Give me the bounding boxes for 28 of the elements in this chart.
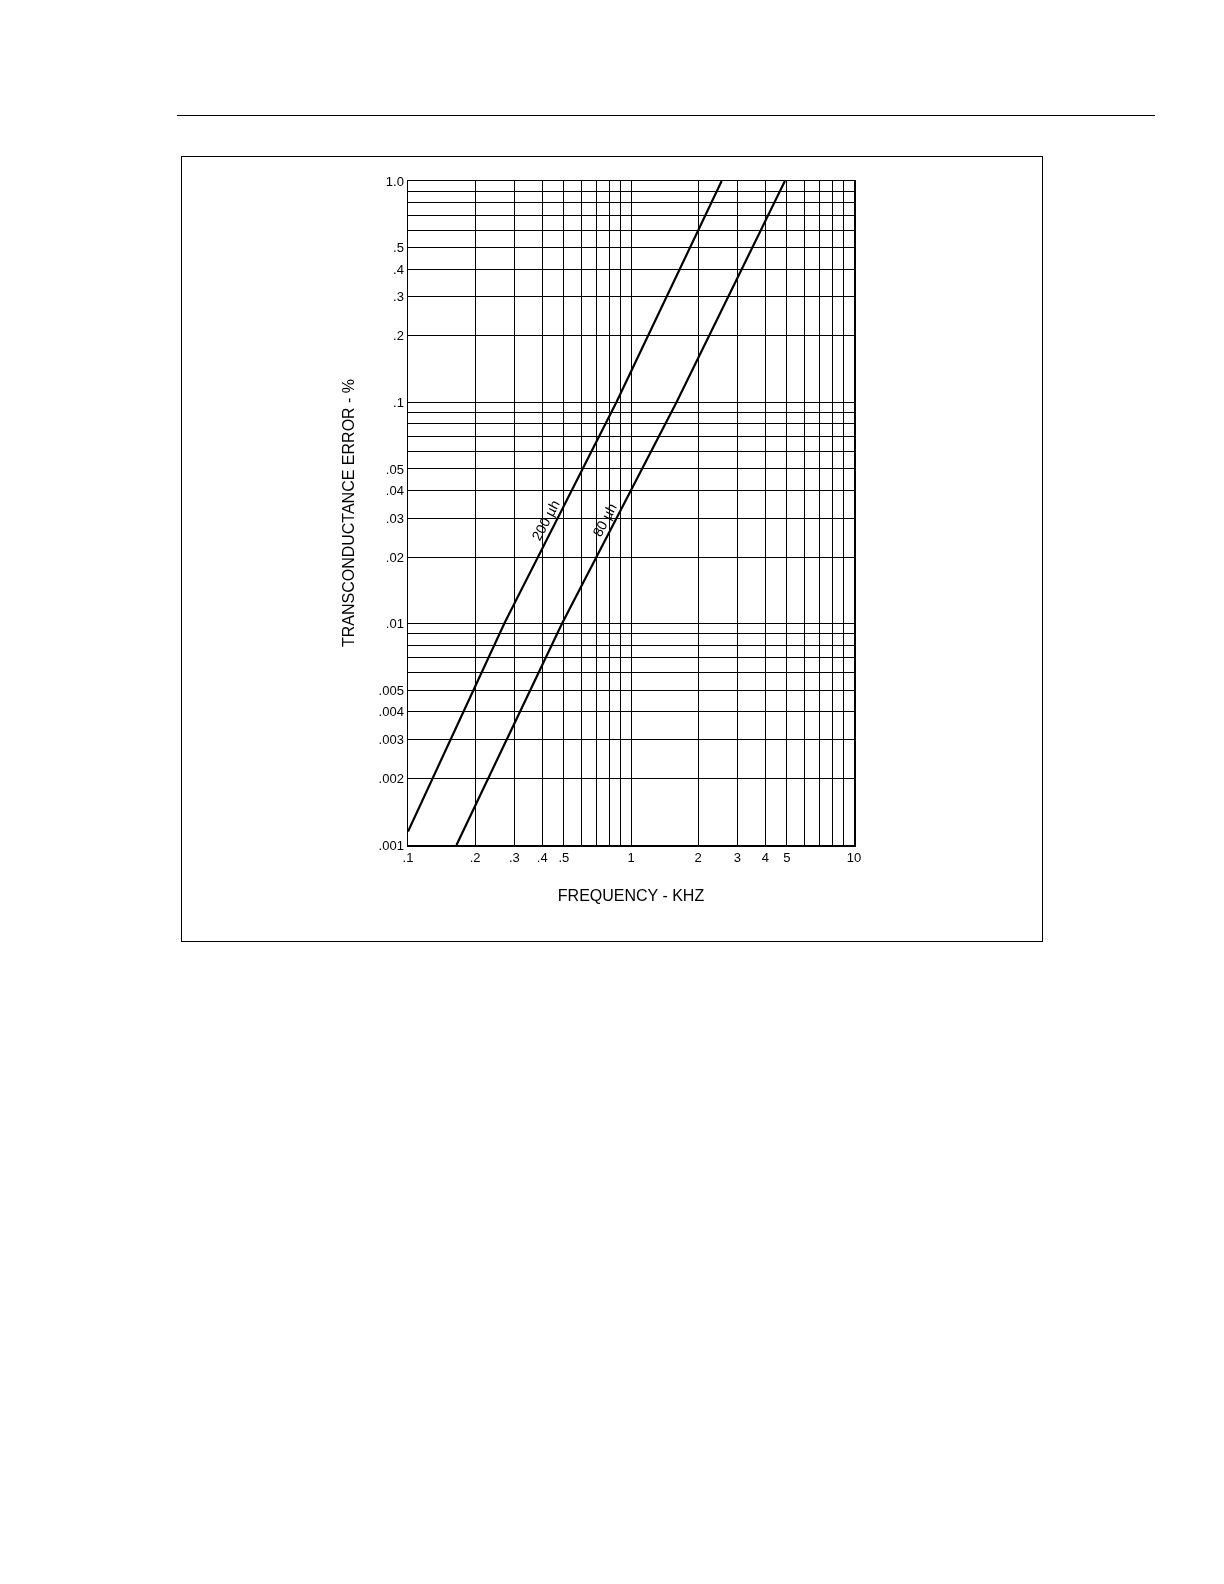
x-tick-label: .5 — [558, 850, 570, 866]
y-tick-label: .2 — [393, 328, 404, 344]
x-tick-label: .3 — [508, 850, 520, 866]
x-tick-label: 5 — [783, 850, 791, 866]
y-tick-label: .05 — [385, 461, 404, 477]
x-tick-label: 3 — [733, 850, 742, 866]
x-tick-label: 4 — [761, 850, 769, 866]
y-tick-label: .03 — [385, 510, 404, 526]
x-tick-label: .4 — [536, 850, 548, 866]
y-tick-label: .001 — [378, 837, 404, 853]
y-tick-label: .3 — [393, 289, 404, 305]
y-tick-label: .04 — [385, 482, 404, 498]
x-tick-label: 2 — [694, 850, 702, 866]
y-tick-label: .1 — [393, 394, 404, 410]
x-tick-label: 10 — [846, 850, 862, 866]
y-tick-label: .005 — [378, 682, 404, 698]
y-tick-label: .003 — [378, 731, 404, 747]
y-tick-label: .01 — [385, 616, 404, 632]
y-tick-label: .5 — [393, 240, 404, 256]
y-tick-label: .02 — [385, 549, 404, 565]
y-tick-label: .002 — [378, 770, 404, 786]
x-tick-label: 1 — [627, 850, 635, 866]
y-tick-label: .4 — [393, 261, 404, 277]
x-axis-title: FREQUENCY - KHZ — [557, 886, 705, 904]
y-axis-title: TRANSCONDUCTANCE ERROR - % — [339, 378, 357, 648]
y-tick-label: 1.0 — [385, 173, 404, 189]
y-tick-label: .004 — [378, 704, 404, 720]
x-tick-label: .2 — [469, 850, 481, 866]
